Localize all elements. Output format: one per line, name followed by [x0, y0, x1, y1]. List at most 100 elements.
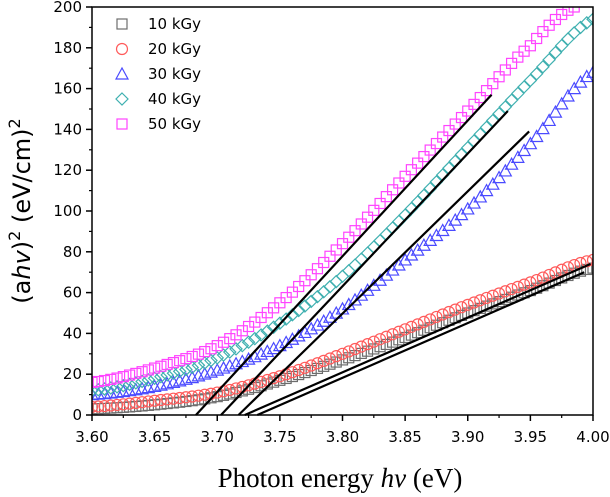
data-point [581, 263, 593, 276]
data-point [324, 358, 336, 370]
data-point [191, 368, 206, 382]
data-point [380, 191, 392, 203]
data-point [367, 335, 380, 348]
data-point [280, 372, 292, 385]
data-point [254, 375, 268, 388]
data-point [210, 362, 225, 376]
data-point [136, 396, 149, 409]
data-point [142, 364, 154, 376]
data-point [554, 96, 569, 110]
data-point [123, 397, 136, 410]
data-point [111, 402, 123, 414]
y-tick-label: 140 [53, 120, 82, 138]
data-point [305, 364, 317, 377]
data-point [267, 372, 280, 385]
data-point [393, 177, 405, 189]
data-point [117, 401, 129, 413]
data-point [122, 377, 137, 392]
data-point [529, 66, 544, 81]
data-point [285, 332, 300, 345]
data-point [224, 333, 236, 345]
data-point [392, 325, 405, 338]
data-point [210, 351, 225, 365]
data-point [524, 276, 537, 289]
legend: 10 kGy 20 kGy 30 kGy 40 kGy 50 kGy [114, 15, 201, 133]
data-point [512, 51, 524, 63]
series-50-kgy [92, 7, 580, 388]
data-point [305, 269, 317, 281]
data-point [204, 353, 218, 368]
data-point [518, 278, 531, 291]
data-point [297, 325, 312, 339]
data-point [411, 318, 424, 331]
data-point [498, 163, 513, 177]
data-point [535, 121, 550, 135]
data-point [562, 7, 574, 16]
data-point [279, 312, 293, 326]
data-point [323, 352, 337, 365]
data-point [473, 189, 488, 203]
data-point [298, 361, 312, 374]
data-point [104, 399, 117, 412]
data-point [561, 32, 575, 46]
data-point [360, 246, 375, 260]
data-point [286, 366, 299, 379]
data-point [417, 315, 431, 329]
data-point [203, 364, 218, 378]
data-point [241, 335, 256, 350]
y-tick-label: 160 [53, 80, 82, 98]
x-axis: 3.60 3.65 3.70 3.75 3.80 3.85 3.90 3.95 4.00 [75, 415, 610, 446]
data-point [155, 360, 167, 372]
data-point [523, 136, 538, 150]
data-point [136, 366, 148, 378]
data-point [349, 225, 361, 237]
data-point [149, 362, 161, 374]
data-point [229, 342, 243, 356]
data-point [92, 375, 104, 388]
data-point [355, 340, 368, 353]
data-point [336, 354, 349, 366]
data-point [511, 280, 524, 293]
data-point [542, 52, 557, 67]
data-point [373, 333, 387, 346]
data-point [318, 360, 330, 372]
data-point [147, 371, 162, 386]
data-point [386, 328, 399, 341]
data-point [355, 218, 367, 230]
data-point [161, 358, 173, 371]
data-point [197, 366, 212, 380]
legend-marker [115, 42, 129, 56]
data-point [523, 73, 538, 88]
data-point [504, 93, 519, 108]
data-point [110, 398, 124, 412]
data-point [192, 389, 205, 402]
data-point [436, 308, 449, 321]
data-point [130, 367, 142, 380]
x-tick-label: 3.80 [326, 428, 359, 446]
data-point [310, 317, 325, 331]
y-tick-label: 0 [72, 406, 82, 424]
data-point [160, 368, 174, 382]
y-tick-label: 60 [63, 284, 82, 302]
data-point [487, 78, 499, 90]
y-tick-label: 200 [53, 0, 82, 16]
data-point [222, 345, 237, 359]
data-point [536, 271, 550, 284]
data-point [254, 346, 269, 360]
data-point [211, 340, 223, 352]
x-tick-label: 3.90 [451, 428, 484, 446]
data-point [573, 20, 588, 35]
data-point [236, 325, 248, 337]
data-point [354, 287, 369, 301]
data-point [111, 372, 123, 384]
data-point [242, 379, 255, 392]
data-point [205, 343, 217, 355]
data-point [548, 104, 563, 118]
data-point [216, 360, 231, 374]
data-point [492, 287, 506, 300]
data-point [348, 342, 362, 356]
data-point [173, 391, 186, 405]
data-point [437, 131, 449, 143]
data-point [247, 331, 262, 346]
